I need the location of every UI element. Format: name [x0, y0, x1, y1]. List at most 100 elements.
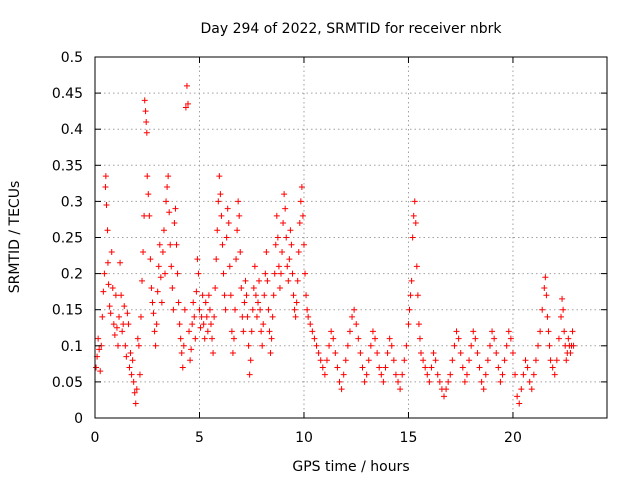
data-point — [545, 328, 552, 335]
data-point — [560, 306, 567, 313]
data-point — [495, 364, 502, 371]
data-point — [142, 108, 149, 115]
data-point — [96, 346, 103, 353]
data-point — [303, 292, 310, 299]
data-point — [100, 288, 107, 295]
data-point — [261, 292, 268, 299]
data-point — [305, 313, 312, 320]
data-point — [276, 285, 283, 292]
data-point — [116, 313, 123, 320]
data-point — [120, 321, 127, 328]
data-point — [411, 198, 418, 205]
data-point — [248, 328, 255, 335]
y-tick-labels: 0 0.05 0.1 0.15 0.2 0.25 0.3 0.35 0.4 0.45 0.5 — [52, 50, 83, 427]
data-point — [199, 292, 206, 299]
data-point — [260, 321, 267, 328]
data-point — [361, 378, 368, 385]
data-point — [497, 378, 504, 385]
data-point — [150, 310, 157, 317]
data-point — [159, 248, 166, 255]
data-point — [223, 234, 230, 241]
data-point — [95, 335, 102, 342]
data-point — [197, 324, 204, 331]
data-point — [203, 313, 210, 320]
data-point — [287, 227, 294, 234]
data-point — [122, 342, 129, 349]
data-point — [567, 350, 574, 357]
data-point — [406, 306, 413, 313]
data-point — [482, 371, 489, 378]
data-point — [256, 277, 263, 284]
data-point — [251, 263, 258, 270]
data-point — [106, 303, 113, 310]
data-point — [147, 256, 154, 263]
y-tick-label: 0.5 — [61, 50, 83, 66]
data-point — [507, 335, 514, 342]
data-point — [246, 371, 253, 378]
data-point — [338, 386, 345, 393]
data-point — [561, 328, 568, 335]
data-point — [282, 205, 289, 212]
data-point — [158, 299, 165, 306]
data-point — [317, 357, 324, 364]
y-tick-label: 0.3 — [61, 194, 83, 210]
data-point — [124, 310, 131, 317]
data-point — [565, 335, 572, 342]
data-point — [542, 274, 549, 281]
data-point — [453, 328, 460, 335]
y-axis-label: SRMTID / TECUs — [7, 181, 23, 294]
data-point — [121, 303, 128, 310]
data-point — [553, 357, 560, 364]
data-point — [388, 342, 395, 349]
data-point — [218, 212, 225, 219]
data-point — [468, 342, 475, 349]
data-point — [466, 357, 473, 364]
data-point — [313, 342, 320, 349]
data-point — [407, 292, 414, 299]
data-point — [392, 371, 399, 378]
data-point — [101, 270, 108, 277]
data-point — [114, 342, 121, 349]
data-point — [403, 342, 410, 349]
data-point — [225, 220, 232, 227]
data-point — [249, 306, 256, 313]
data-point — [367, 342, 374, 349]
data-point — [134, 335, 141, 342]
data-point — [300, 241, 307, 248]
data-point — [480, 386, 487, 393]
data-point — [332, 350, 339, 357]
data-point — [210, 350, 217, 357]
data-point — [570, 342, 577, 349]
data-point — [369, 328, 376, 335]
data-point — [239, 313, 246, 320]
data-point — [430, 350, 437, 357]
data-point — [133, 386, 140, 393]
data-point — [113, 324, 120, 331]
data-point — [432, 357, 439, 364]
y-tick-label: 0 — [74, 411, 83, 427]
data-point — [315, 350, 322, 357]
data-point — [145, 191, 152, 198]
data-point — [175, 299, 182, 306]
data-point — [503, 342, 510, 349]
data-point — [166, 209, 173, 216]
data-point — [195, 270, 202, 277]
data-point — [390, 357, 397, 364]
data-point — [102, 173, 109, 180]
data-point — [160, 227, 167, 234]
data-point — [524, 364, 531, 371]
data-point — [440, 393, 447, 400]
data-point — [380, 378, 387, 385]
axis-ticks — [94, 56, 607, 419]
data-point — [109, 285, 116, 292]
data-point — [235, 198, 242, 205]
data-point — [193, 288, 200, 295]
x-axis-label: GPS time / hours — [292, 459, 409, 475]
data-point — [265, 306, 272, 313]
data-point — [269, 313, 276, 320]
data-point — [169, 285, 176, 292]
data-point — [274, 234, 281, 241]
data-point — [181, 306, 188, 313]
data-point — [154, 288, 161, 295]
data-point — [326, 342, 333, 349]
